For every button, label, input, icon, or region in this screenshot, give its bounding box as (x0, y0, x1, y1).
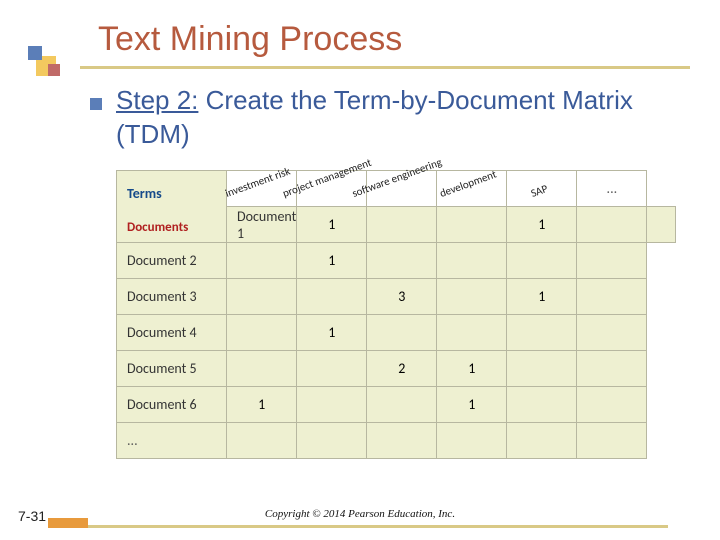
tdm-table: Terms Documents investment risk project … (116, 170, 676, 459)
page-number: 7-31 (18, 508, 46, 524)
title-underline (80, 66, 690, 69)
bullet-icon (90, 98, 102, 110)
term-header: SAP (507, 171, 577, 207)
table-row: Document 3 31 (117, 279, 676, 315)
corner-decoration (28, 46, 72, 90)
table-row: Document 4 1 (117, 315, 676, 351)
table-row: ... (117, 423, 676, 459)
term-header: development (437, 171, 507, 207)
documents-header: Documents (127, 220, 226, 235)
footer-underline (48, 525, 668, 528)
page-title: Text Mining Process (98, 20, 402, 59)
term-header: software engineering (367, 171, 437, 207)
subtitle: Step 2: Create the Term-by-Document Matr… (116, 84, 686, 152)
table-row: Document 5 21 (117, 351, 676, 387)
terms-header: Terms (127, 185, 226, 202)
table-row: Document 2 1 (117, 243, 676, 279)
table-row: Document 6 11 (117, 387, 676, 423)
footer-accent (48, 518, 88, 528)
term-header-ellipsis: ... (577, 171, 647, 207)
copyright-text: Copyright © 2014 Pearson Education, Inc. (265, 508, 455, 520)
tdm-table-wrap: Terms Documents investment risk project … (116, 170, 676, 459)
subtitle-step: Step 2: (116, 85, 198, 115)
